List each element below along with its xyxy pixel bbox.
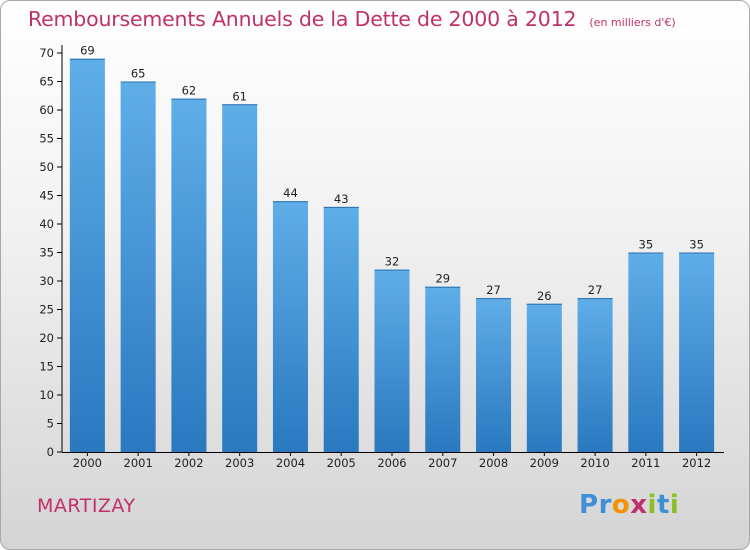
x-tick-label: 2005 xyxy=(327,456,356,470)
y-tick-label: 5 xyxy=(47,417,54,431)
x-tick-label: 2006 xyxy=(377,456,406,470)
axes xyxy=(61,45,724,453)
logo-letter: i xyxy=(647,490,657,520)
x-tick-label: 2009 xyxy=(530,456,559,470)
bar-2011 xyxy=(628,252,664,452)
y-tick-label: 0 xyxy=(47,445,54,459)
data-label-2001: 65 xyxy=(131,67,146,81)
data-label-2005: 43 xyxy=(334,192,349,206)
y-tick-label: 30 xyxy=(39,274,54,288)
x-axis-ticks: 2000 2001 2002 2003 2004 2005 2006 2007 2008 2009… xyxy=(73,452,711,470)
data-label-2010: 27 xyxy=(588,283,603,297)
y-tick-label: 50 xyxy=(39,160,54,174)
bar-2000 xyxy=(69,58,105,452)
bar-2001 xyxy=(120,81,156,452)
bar-2012 xyxy=(679,252,715,452)
data-label-2006: 32 xyxy=(385,255,400,269)
data-label-2000: 69 xyxy=(80,44,95,58)
bar-series: 69 65 62 61 44 43 32 29 27 26 27 35 35 xyxy=(69,44,715,453)
y-tick-label: 15 xyxy=(39,360,54,374)
bar-2009 xyxy=(526,303,562,452)
bar-2008 xyxy=(476,298,512,452)
y-tick-label: 40 xyxy=(39,217,54,231)
y-tick-label: 70 xyxy=(39,46,54,60)
x-tick-label: 2010 xyxy=(580,456,609,470)
x-tick-label: 2007 xyxy=(428,456,457,470)
x-tick-label: 2012 xyxy=(682,456,711,470)
x-tick-label: 2000 xyxy=(73,456,102,470)
y-tick-label: 55 xyxy=(39,132,54,146)
bar-2002 xyxy=(171,98,207,452)
x-tick-label: 2004 xyxy=(276,456,305,470)
data-label-2002: 62 xyxy=(182,84,197,98)
proxiti-logo: Proxiti xyxy=(579,490,679,520)
bar-2003 xyxy=(222,104,258,453)
logo-letter: x xyxy=(630,490,648,520)
data-label-2004: 44 xyxy=(283,186,298,200)
x-tick-label: 2003 xyxy=(225,456,254,470)
logo-letter: i xyxy=(669,490,680,520)
bar-2004 xyxy=(272,201,308,452)
bar-2005 xyxy=(323,206,359,452)
bar-2010 xyxy=(577,298,613,452)
logo-letter: P xyxy=(579,490,599,520)
data-label-2012: 35 xyxy=(689,238,704,252)
data-label-2003: 61 xyxy=(232,89,247,103)
x-tick-label: 2011 xyxy=(631,456,660,470)
y-tick-label: 35 xyxy=(39,246,54,260)
x-tick-label: 2001 xyxy=(124,456,153,470)
commune-name: MARTIZAY xyxy=(37,495,136,517)
logo-letter: r xyxy=(598,490,612,520)
y-tick-label: 10 xyxy=(39,388,54,402)
y-tick-label: 45 xyxy=(39,189,54,203)
x-tick-label: 2008 xyxy=(479,456,508,470)
x-tick-label: 2002 xyxy=(174,456,203,470)
y-tick-label: 20 xyxy=(39,331,54,345)
bar-2006 xyxy=(374,269,410,452)
bar-2007 xyxy=(425,286,461,452)
y-axis-ticks: 0 5 10 15 20 25 30 35 40 45 50 55 60 65 70 xyxy=(39,46,62,459)
chart-title: Remboursements Annuels de la Dette de 20… xyxy=(28,7,577,31)
y-tick-label: 65 xyxy=(39,75,54,89)
y-tick-label: 60 xyxy=(39,103,54,117)
data-label-2011: 35 xyxy=(639,238,654,252)
data-label-2009: 26 xyxy=(537,289,552,303)
data-label-2008: 27 xyxy=(486,283,501,297)
chart-header: Remboursements Annuels de la Dette de 20… xyxy=(28,7,676,31)
logo-letter: o xyxy=(611,490,631,520)
chart-unit: (en milliers d'€) xyxy=(589,16,676,29)
y-tick-label: 25 xyxy=(39,303,54,317)
data-label-2007: 29 xyxy=(435,272,450,286)
logo-letter: t xyxy=(656,490,670,520)
